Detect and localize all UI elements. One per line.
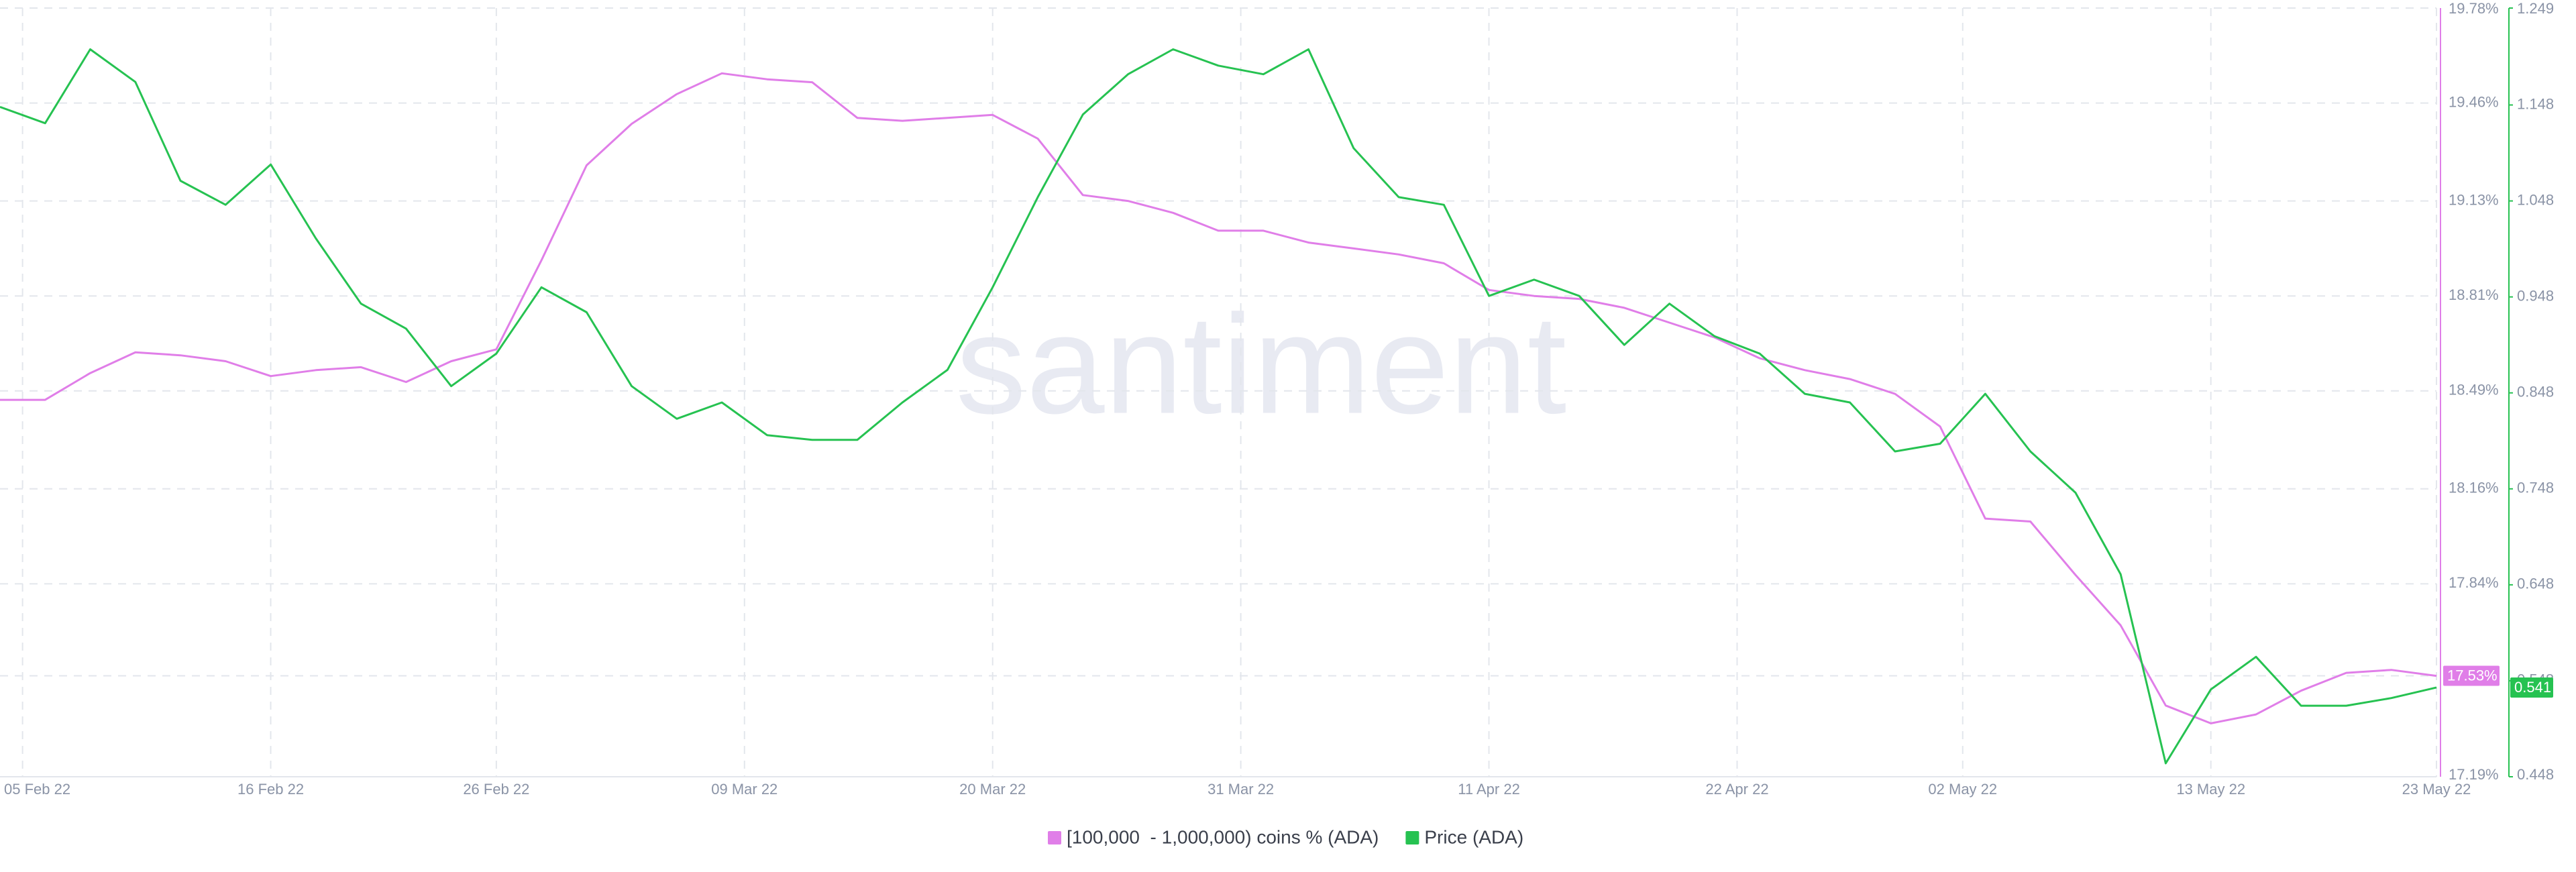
y-tick-label: 19.46% (2449, 93, 2499, 110)
x-tick-label: 31 Mar 22 (1208, 781, 1274, 798)
end-label-text: 17.53% (2447, 667, 2498, 684)
y2-tick-label: 1.148 (2517, 95, 2554, 112)
legend-label: Price (ADA) (1424, 826, 1523, 847)
end-label-box (2443, 665, 2500, 686)
x-tick-label: 09 Mar 22 (711, 781, 777, 798)
x-tick-label: 11 Apr 22 (1458, 781, 1520, 798)
x-tick-label: 16 Feb 22 (237, 781, 304, 798)
legend-label: [100,000 - 1,000,000) coins % (ADA) (1067, 826, 1379, 847)
legend-swatch (1405, 831, 1419, 844)
end-label: 17.53% (2443, 665, 2500, 686)
y2-tick-label: 0.748 (2517, 480, 2554, 496)
y-tick-label: 18.81% (2449, 286, 2499, 303)
x-tick-label: 02 May 22 (1928, 781, 1997, 798)
y-tick-label: 19.78% (2449, 0, 2499, 17)
series-line (0, 72, 2437, 724)
watermark: santiment (956, 285, 1566, 443)
y2-tick-label: 1.249 (2517, 0, 2554, 17)
y2-tick-label: 0.648 (2517, 576, 2554, 592)
y-tick-label: 18.49% (2449, 382, 2499, 398)
y2-tick-label: 0.948 (2517, 287, 2554, 304)
x-tick-label: 23 May 22 (2402, 781, 2471, 798)
x-tick-label: 26 Feb 22 (463, 781, 529, 798)
end-label-box (2510, 677, 2553, 698)
y2-tick-label: 0.448 (2517, 766, 2554, 783)
y2-tick-label: 1.048 (2517, 191, 2554, 208)
x-tick-label: 05 Feb 22 (4, 781, 70, 798)
end-label-text: 0.541 (2514, 679, 2551, 696)
series-line (0, 48, 2437, 765)
end-label: 0.541 (2510, 677, 2553, 698)
y-tick-label: 17.84% (2449, 574, 2499, 591)
x-tick-label: 20 Mar 22 (959, 781, 1026, 798)
y-tick-label: 18.16% (2449, 480, 2499, 496)
y-tick-label: 17.19% (2449, 766, 2499, 783)
y-tick-label: 19.13% (2449, 191, 2499, 208)
x-tick-label: 22 Apr 22 (1705, 781, 1768, 798)
x-tick-label: 13 May 22 (2176, 781, 2245, 798)
y2-tick-label: 0.848 (2517, 384, 2554, 400)
legend-swatch (1048, 831, 1061, 844)
